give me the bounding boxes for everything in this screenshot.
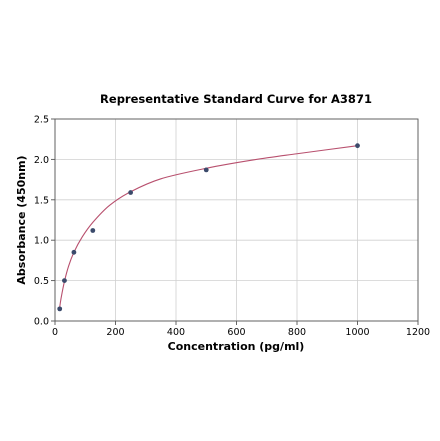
data-point (203, 167, 209, 173)
data-point (128, 190, 134, 195)
data-point (71, 249, 77, 255)
data-point (355, 143, 360, 149)
y-axis-ticks: 0.0 0.5 1.0 1.5 2.0 2.5 (34, 115, 55, 328)
x-axis-label: Concentration (pg/ml) (168, 340, 305, 353)
x-tick-label: 800 (288, 327, 306, 338)
data-point (57, 306, 63, 312)
data-point (62, 278, 67, 283)
y-tick-label: 2.5 (34, 115, 49, 126)
y-tick-label: 0.0 (34, 317, 49, 328)
y-tick-label: 1.5 (34, 195, 49, 206)
x-axis-ticks: 0 200 400 600 800 1000 1200 (52, 321, 430, 338)
y-tick-label: 2.0 (34, 155, 49, 166)
y-tick-label: 0.5 (34, 276, 49, 287)
y-axis-label: Absorbance (450nm) (15, 155, 28, 284)
x-tick-label: 1000 (345, 327, 369, 338)
x-tick-label: 200 (106, 327, 124, 338)
x-tick-label: 1200 (406, 327, 430, 338)
y-tick-label: 1.0 (34, 236, 49, 247)
data-points-layer (57, 143, 360, 312)
gridlines (54, 118, 419, 322)
x-tick-label: 0 (52, 327, 58, 338)
chart-title: Representative Standard Curve for A3871 (100, 92, 372, 106)
x-tick-label: 400 (167, 327, 185, 338)
x-tick-label: 600 (227, 327, 245, 338)
data-point (90, 228, 96, 233)
